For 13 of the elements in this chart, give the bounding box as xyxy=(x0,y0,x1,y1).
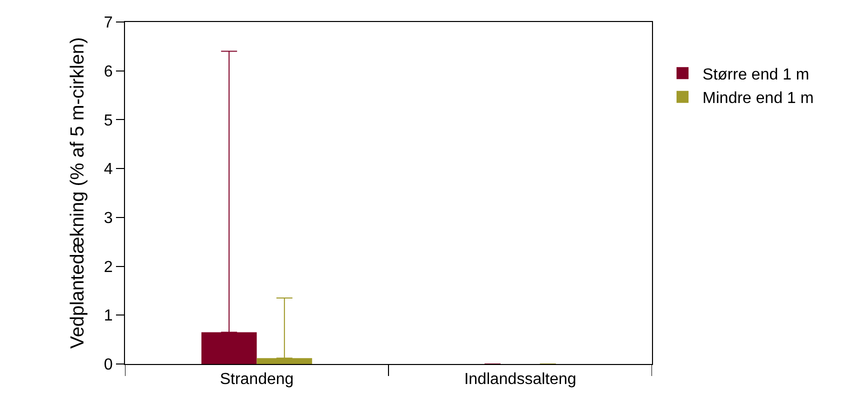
y-tick-label: 6 xyxy=(104,63,113,80)
x-tick-label: Strandeng xyxy=(220,371,294,388)
y-tick-label: 2 xyxy=(104,258,113,276)
y-tick-label: 5 xyxy=(104,112,113,130)
legend-label: Mindre end 1 m xyxy=(702,90,814,108)
y-tick-label: 1 xyxy=(104,308,113,325)
y-tick-label: 7 xyxy=(104,14,113,32)
legend-label: Større end 1 m xyxy=(702,66,810,84)
y-axis-title: Vedplantedækning (% af 5 m-cirklen) xyxy=(68,37,89,349)
x-tick-label: Indlandssalteng xyxy=(464,371,576,388)
y-tick-label: 4 xyxy=(104,161,113,178)
y-tick-label: 0 xyxy=(104,356,113,374)
y-tick-label: 3 xyxy=(104,210,113,228)
